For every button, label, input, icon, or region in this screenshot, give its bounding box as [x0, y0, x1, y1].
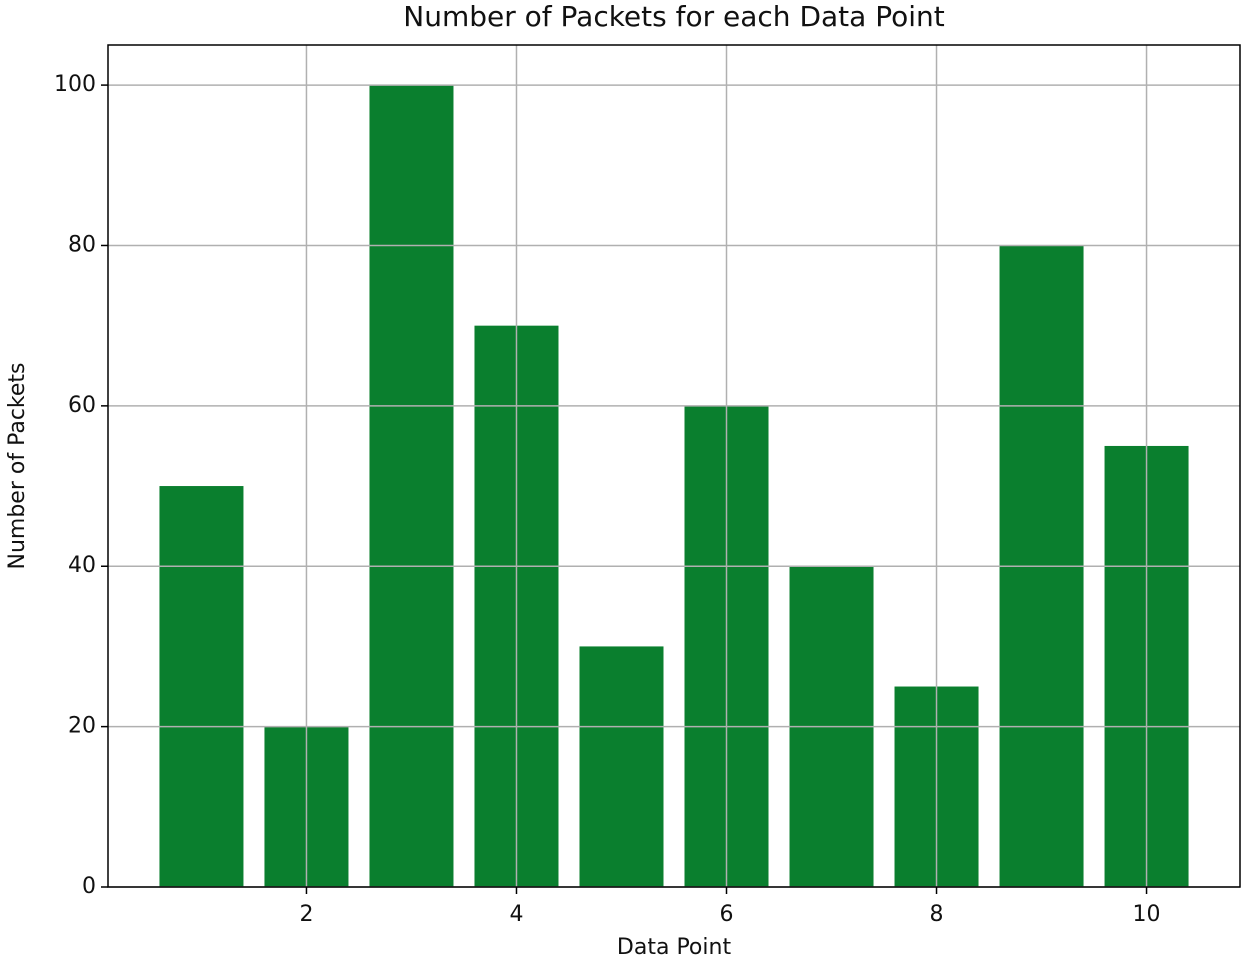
- y-tick-label: 0: [82, 874, 96, 899]
- y-tick-label: 60: [68, 393, 96, 418]
- y-tick-label: 100: [54, 72, 96, 97]
- chart-title: Number of Packets for each Data Point: [403, 0, 944, 33]
- y-axis-label: Number of Packets: [5, 362, 30, 569]
- y-tick-label: 80: [68, 232, 96, 257]
- bar: [579, 646, 664, 887]
- x-tick-label: 6: [720, 902, 734, 927]
- x-tick-label: 8: [930, 902, 944, 927]
- plot-frame: [107, 44, 1241, 888]
- x-tick-label: 2: [299, 902, 313, 927]
- y-tick-label: 40: [68, 553, 96, 578]
- x-tick-label: 10: [1133, 902, 1161, 927]
- x-tick-label: 4: [509, 902, 523, 927]
- x-axis-label: Data Point: [617, 935, 732, 960]
- bar: [159, 486, 244, 887]
- y-tick-label: 20: [68, 714, 96, 739]
- bar: [369, 85, 454, 888]
